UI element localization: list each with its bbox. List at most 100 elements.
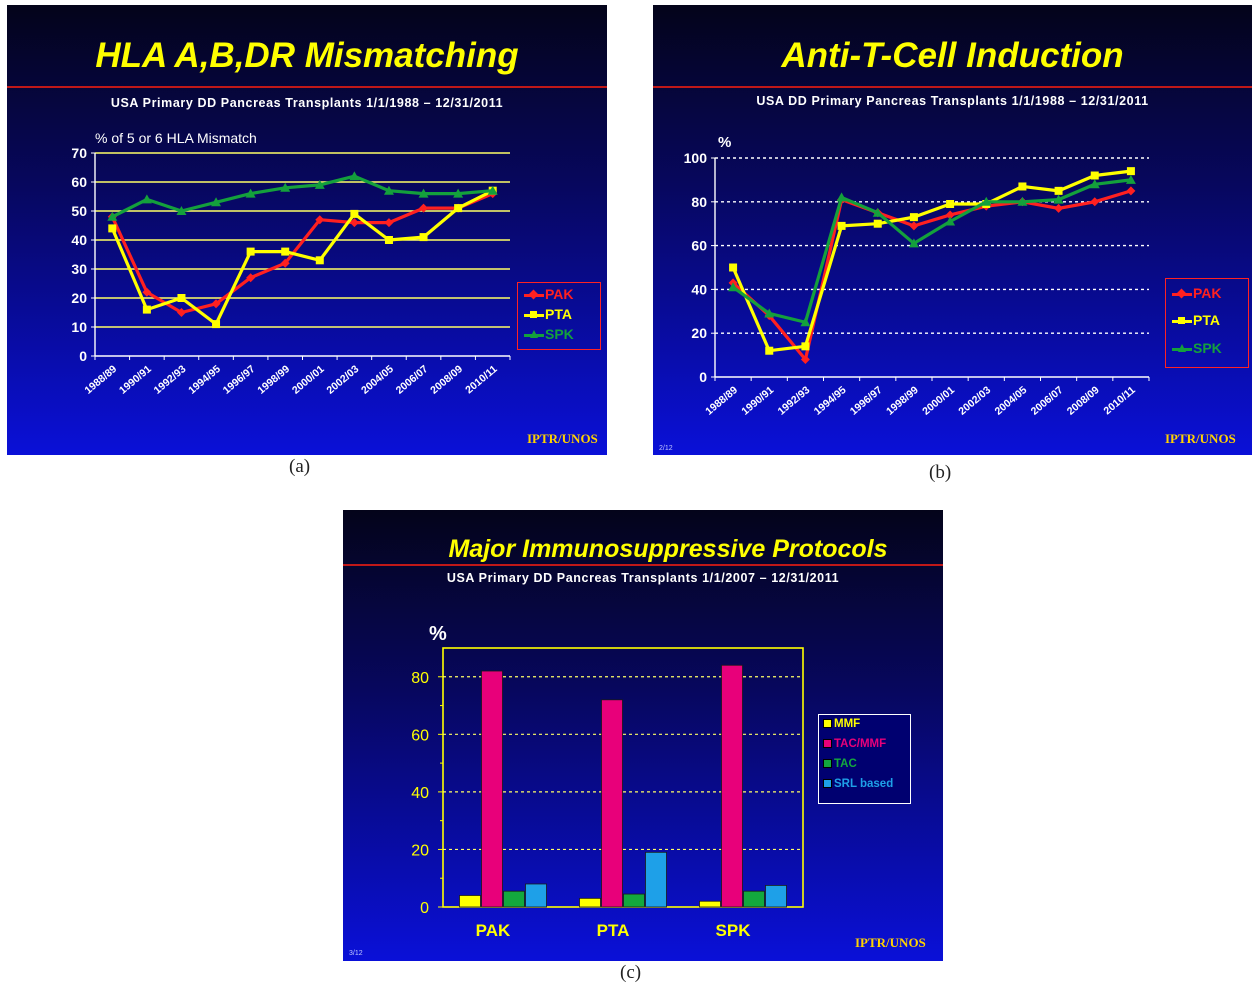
xtick-label-b-10: 2008/09 bbox=[1065, 384, 1102, 418]
ytick-label-b-0: 0 bbox=[699, 369, 707, 385]
bar-c-pak-mmf bbox=[459, 895, 481, 908]
chart-a: % of 5 or 6 HLA Mismatch 0 10 20 30 40 50 60 70 1… bbox=[71, 130, 511, 397]
ytick-label-a-0: 0 bbox=[79, 348, 87, 364]
slide-b-subtitle: USA DD Primary Pancreas Transplants 1/1/… bbox=[756, 94, 1149, 108]
category-label-c-1: PTA bbox=[597, 921, 630, 940]
point-b-pta-6 bbox=[946, 199, 955, 208]
ytick-label-c-2: 40 bbox=[411, 785, 429, 802]
point-b-pta-0 bbox=[729, 263, 738, 272]
slide-number-b: 2/12 bbox=[659, 445, 673, 452]
slide-a: HLA A,B,DR Mismatching USA Primary DD Pa… bbox=[7, 5, 607, 455]
series-a-pta bbox=[108, 186, 497, 329]
xtick-label-b-8: 2004/05 bbox=[993, 384, 1030, 418]
bar-c-pak-srl-based bbox=[525, 883, 547, 908]
point-b-pta-3 bbox=[837, 221, 846, 230]
xtick-label-a-0: 1988/89 bbox=[82, 363, 119, 397]
xtick-label-b-1: 1990/91 bbox=[739, 384, 776, 418]
ytick-label-a-4: 40 bbox=[71, 232, 87, 248]
bar-c-spk-tac-mmf bbox=[721, 664, 743, 908]
point-b-spk-8 bbox=[1017, 196, 1028, 206]
point-a-spk-2 bbox=[176, 206, 187, 215]
xtick-label-a-11: 2010/11 bbox=[463, 363, 499, 396]
slide-c-subtitle: USA Primary DD Pancreas Transplants 1/1/… bbox=[446, 571, 840, 585]
xtick-label-a-9: 2006/07 bbox=[394, 363, 431, 397]
slide-a-title: HLA A,B,DR Mismatching bbox=[95, 36, 519, 75]
bar-c-pta-mmf bbox=[579, 897, 601, 908]
ytick-label-a-3: 30 bbox=[71, 261, 87, 277]
line-a-pta bbox=[110, 189, 494, 326]
legend-a-spk: SPK bbox=[524, 326, 574, 342]
legend-c-mmf: MMF bbox=[823, 718, 860, 730]
point-a-pta-1 bbox=[142, 305, 151, 314]
legend-c: MMF TAC/MMF TAC SRL based bbox=[818, 714, 911, 804]
xtick-label-a-3: 1994/95 bbox=[186, 363, 223, 397]
point-a-pak-7 bbox=[349, 218, 359, 228]
caption-b: (b) bbox=[929, 462, 952, 483]
xtick-label-a-1: 1990/91 bbox=[117, 363, 154, 397]
bar-c-pta-tac bbox=[623, 893, 645, 908]
slide-c-divider bbox=[343, 564, 943, 566]
bar-c-spk-mmf bbox=[699, 900, 721, 908]
point-a-spk-10 bbox=[453, 188, 464, 198]
point-b-spk-0 bbox=[728, 282, 739, 292]
point-b-pta-8 bbox=[1018, 182, 1027, 191]
point-b-spk-2 bbox=[800, 317, 811, 327]
ytick-label-c-4: 80 bbox=[411, 670, 429, 687]
point-b-pak-11 bbox=[1126, 186, 1136, 196]
ytitle-b: % bbox=[718, 134, 731, 151]
point-a-spk-11 bbox=[487, 185, 498, 195]
slide-b-divider bbox=[653, 86, 1252, 88]
point-a-pak-1 bbox=[142, 287, 152, 297]
point-a-spk-6 bbox=[314, 179, 325, 189]
series-a-spk bbox=[107, 171, 498, 221]
xtick-label-b-6: 2000/01 bbox=[920, 384, 957, 418]
point-a-pak-9 bbox=[419, 203, 429, 213]
xtick-label-b-5: 1998/99 bbox=[884, 384, 921, 418]
chart-b: % 0 20 40 60 80 100 1988/89 1990/91 1992/93 1994/9… bbox=[684, 134, 1150, 418]
bar-c-pta-srl-based bbox=[645, 851, 667, 908]
point-b-pak-9 bbox=[1054, 203, 1064, 213]
category-label-c-2: SPK bbox=[716, 921, 752, 940]
ytick-label-c-3: 60 bbox=[411, 727, 429, 744]
point-b-pta-2 bbox=[801, 342, 810, 351]
line-a-spk bbox=[111, 174, 493, 219]
slide-c-title: Major Immunosuppressive Protocols bbox=[448, 535, 888, 563]
legend-c-tac-mmf: TAC/MMF bbox=[823, 738, 886, 750]
point-a-pta-7 bbox=[350, 209, 359, 218]
caption-c: (c) bbox=[620, 962, 642, 983]
slide-number-c: 3/12 bbox=[349, 950, 363, 957]
point-b-pak-10 bbox=[1090, 197, 1100, 207]
ytick-label-c-0: 0 bbox=[420, 900, 429, 917]
line-b-pak bbox=[732, 189, 1132, 362]
slide-c: Major Immunosuppressive Protocols USA Pr… bbox=[343, 510, 943, 961]
point-a-pta-0 bbox=[108, 224, 117, 233]
ytick-label-b-3: 60 bbox=[691, 238, 707, 254]
ytick-label-a-7: 70 bbox=[71, 145, 87, 161]
point-a-spk-4 bbox=[245, 188, 256, 198]
xtick-label-b-7: 2002/03 bbox=[956, 384, 993, 418]
point-a-pak-3 bbox=[211, 299, 221, 309]
series-b-pak bbox=[728, 186, 1136, 364]
unos-logo-b: IPTR/UNOS bbox=[1165, 431, 1236, 446]
point-a-spk-8 bbox=[383, 185, 394, 195]
line-a-pak bbox=[110, 192, 494, 315]
xtick-label-a-5: 1998/99 bbox=[255, 363, 292, 397]
point-a-spk-9 bbox=[418, 188, 429, 198]
point-a-pta-9 bbox=[419, 233, 428, 242]
legend-a-pak: PAK bbox=[524, 286, 574, 302]
series-b-spk bbox=[728, 174, 1136, 327]
point-a-pta-3 bbox=[212, 320, 221, 329]
point-b-spk-4 bbox=[872, 207, 883, 217]
ytitle-c: % bbox=[429, 623, 447, 645]
point-a-spk-7 bbox=[349, 171, 360, 181]
point-b-spk-10 bbox=[1089, 179, 1100, 189]
xtick-label-a-7: 2002/03 bbox=[325, 363, 362, 397]
point-a-pak-2 bbox=[176, 308, 186, 317]
series-a-pak bbox=[107, 189, 498, 317]
caption-a: (a) bbox=[289, 456, 311, 477]
point-b-spk-6 bbox=[945, 216, 956, 226]
ytick-label-a-5: 50 bbox=[71, 203, 87, 219]
point-b-pta-1 bbox=[765, 346, 774, 355]
point-b-spk-5 bbox=[908, 238, 919, 248]
point-b-pak-5 bbox=[909, 221, 919, 231]
